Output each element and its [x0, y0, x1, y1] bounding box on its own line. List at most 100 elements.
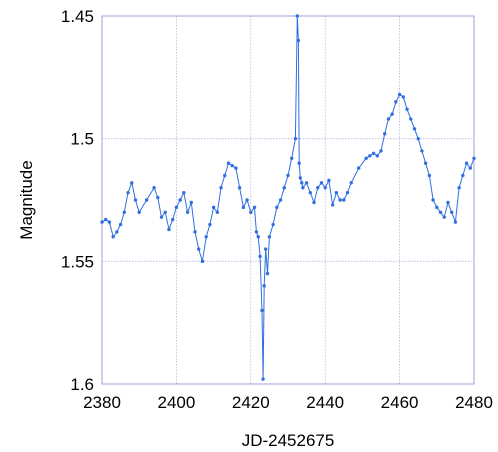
data-point — [219, 186, 223, 190]
x-tick-labels: 2380 2400 2420 2440 2460 2480 — [83, 393, 493, 412]
data-point — [282, 186, 286, 190]
data-point — [431, 198, 435, 202]
data-point — [297, 161, 301, 165]
y-tick-labels: 1.45 1.5 1.55 1.6 — [61, 7, 94, 394]
data-point — [261, 377, 265, 381]
data-point — [293, 136, 298, 141]
series-line — [101, 15, 475, 380]
data-point — [472, 156, 476, 160]
data-point — [137, 210, 141, 214]
data-point — [267, 235, 272, 239]
data-point — [256, 235, 260, 239]
data-point — [338, 198, 342, 202]
data-point — [423, 161, 428, 165]
data-point — [446, 200, 450, 205]
x-tick-label: 2480 — [455, 393, 493, 412]
data-point — [442, 215, 446, 219]
data-point — [163, 210, 167, 214]
data-point — [371, 151, 376, 156]
data-point — [464, 161, 469, 165]
data-point — [409, 117, 413, 121]
x-tick-label: 2420 — [232, 393, 270, 412]
data-point — [182, 190, 186, 195]
data-point — [234, 166, 238, 170]
data-point — [185, 210, 190, 214]
data-point — [286, 173, 290, 178]
x-tick-label: 2380 — [83, 393, 121, 412]
data-point — [405, 107, 409, 111]
data-point — [262, 284, 266, 288]
data-point — [252, 205, 257, 210]
data-point — [394, 100, 398, 104]
data-point — [215, 210, 220, 214]
data-point — [356, 166, 361, 170]
data-point — [420, 149, 424, 153]
data-point — [107, 220, 112, 224]
data-point — [111, 235, 115, 239]
data-point — [204, 235, 208, 239]
data-point — [254, 230, 259, 234]
data-point — [265, 271, 270, 276]
data-point — [271, 222, 275, 227]
data-point — [368, 154, 372, 158]
data-point — [453, 220, 458, 224]
x-tick-label: 2440 — [306, 393, 344, 412]
x-tick-label: 2400 — [157, 393, 195, 412]
data-point — [115, 230, 119, 234]
data-point — [193, 230, 197, 234]
data-point — [211, 205, 216, 210]
data-point — [461, 173, 465, 178]
data-point — [159, 215, 164, 219]
data-point — [457, 186, 461, 190]
data-point — [383, 132, 387, 136]
data-point — [290, 156, 294, 160]
data-point — [230, 163, 234, 168]
data-point — [278, 198, 283, 202]
plot-area-frame — [101, 15, 475, 385]
data-point — [100, 220, 104, 224]
data-point — [249, 210, 253, 214]
data-point — [144, 198, 149, 202]
data-point — [260, 308, 264, 313]
data-point — [401, 95, 406, 99]
data-point — [174, 205, 179, 210]
data-point — [258, 254, 262, 259]
data-point — [126, 190, 130, 195]
data-point — [104, 217, 108, 222]
data-point — [304, 181, 309, 185]
data-point — [435, 205, 439, 210]
data-point — [178, 198, 182, 202]
data-point — [345, 190, 350, 195]
data-point — [319, 181, 324, 185]
data-point — [301, 186, 305, 190]
data-point — [438, 210, 443, 214]
y-tick-label: 1.45 — [61, 7, 94, 26]
data-point — [118, 222, 123, 227]
data-point — [364, 156, 368, 160]
data-point — [449, 210, 454, 214]
data-point — [170, 217, 175, 222]
data-point — [200, 259, 205, 264]
data-point — [342, 198, 346, 202]
data-point — [379, 149, 383, 153]
y-axis-label: Magnitude — [17, 160, 36, 239]
data-point — [223, 173, 227, 178]
y-tick-label: 1.55 — [61, 252, 94, 271]
data-point — [397, 92, 402, 97]
data-point — [237, 186, 242, 190]
data-point — [122, 210, 127, 214]
data-point — [412, 127, 417, 131]
data-point — [308, 190, 313, 195]
data-point — [241, 205, 246, 210]
data-point — [468, 166, 472, 170]
data-point — [275, 205, 279, 210]
data-points — [100, 14, 476, 381]
data-point — [298, 176, 302, 180]
data-point — [197, 247, 201, 251]
data-point — [312, 200, 316, 205]
data-point — [416, 136, 420, 141]
data-point — [316, 186, 320, 190]
data-point — [375, 154, 379, 158]
data-point — [327, 178, 331, 183]
